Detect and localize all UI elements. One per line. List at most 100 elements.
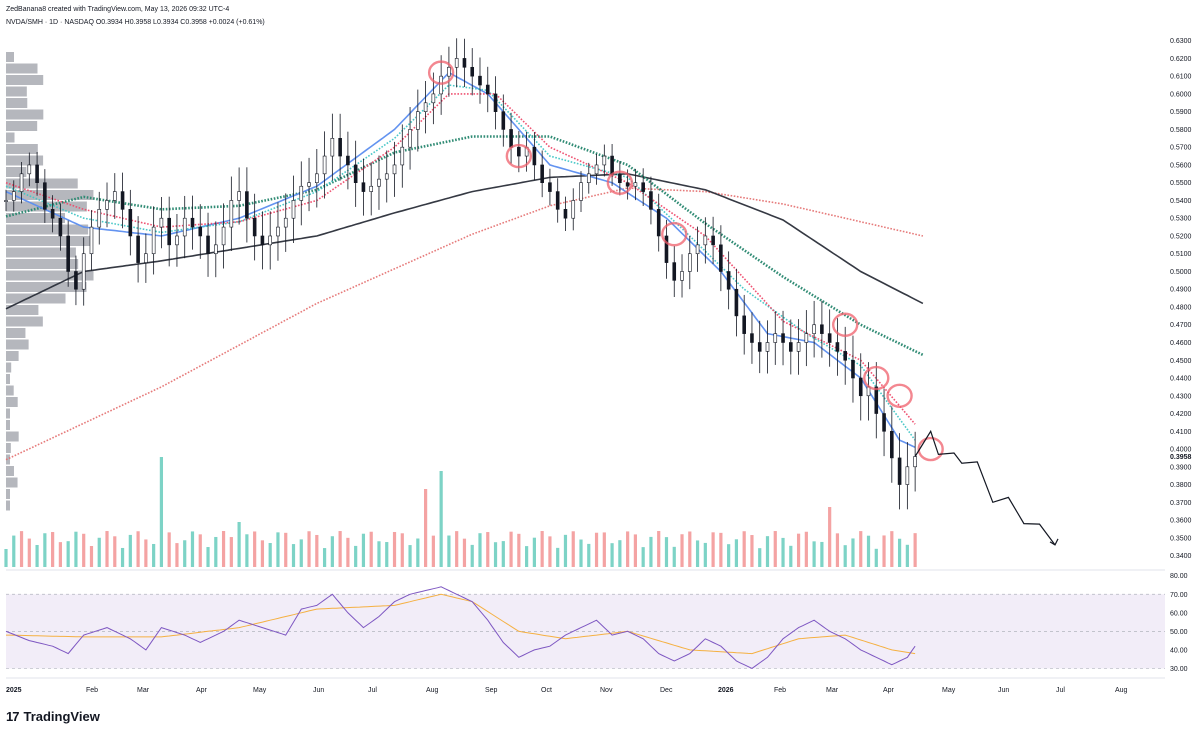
rsi-line — [5, 586, 916, 669]
price-axis-label: 0.5500 — [1170, 180, 1192, 187]
volume-bar — [796, 533, 801, 567]
price-candle — [322, 155, 327, 175]
price-candle — [299, 185, 304, 201]
volume-profile-bar — [6, 52, 14, 62]
volume-bar — [221, 531, 226, 567]
volume-bar — [322, 548, 327, 567]
volume-bar — [416, 538, 420, 567]
current-price-label: 0.3958 — [1170, 454, 1192, 461]
price-candle — [4, 200, 8, 202]
volume-bar — [330, 536, 334, 567]
volume-bar — [66, 541, 70, 567]
volume-bar — [913, 533, 917, 567]
volume-bar — [664, 537, 669, 567]
time-axis-label: Apr — [883, 687, 895, 694]
price-axis-label: 0.6000 — [1170, 91, 1192, 98]
price-candle — [245, 191, 249, 219]
volume-bar — [828, 507, 832, 567]
time-axis-label: Aug — [1115, 687, 1128, 694]
volume-bar — [758, 548, 762, 567]
price-candle — [773, 333, 778, 343]
volume-bar — [517, 533, 521, 567]
highlight-circle — [886, 383, 913, 408]
volume-bar — [377, 541, 381, 567]
volume-bar — [641, 547, 645, 567]
volume-profile-bar — [6, 144, 38, 154]
symbol-info-line[interactable]: NVDA/SMH · 1D · NASDAQ O0.3934 H0.3958 L… — [6, 19, 265, 26]
volume-profile-bar — [6, 362, 12, 373]
price-axis-label: 0.4100 — [1170, 429, 1192, 436]
price-candle — [571, 200, 576, 219]
price-candle — [120, 191, 125, 210]
volume-bar — [548, 536, 552, 567]
price-candle — [789, 342, 793, 352]
price-candle — [58, 217, 63, 237]
tradingview-brand-label: TradingView — [23, 709, 100, 724]
volume-profile-bar — [6, 500, 10, 511]
price-candle — [493, 93, 498, 112]
time-axis-label: Sep — [485, 687, 498, 694]
volume-bar — [284, 532, 288, 567]
volume-bar — [680, 534, 684, 567]
volume-bar — [128, 534, 132, 567]
price-candle — [392, 164, 397, 175]
volume-bar — [354, 545, 358, 567]
volume-bar — [43, 533, 47, 567]
volume-bar — [51, 532, 55, 567]
volume-bar — [361, 533, 366, 567]
rsi-axis-label: 70.00 — [1170, 592, 1188, 599]
volume-bar — [408, 545, 412, 567]
highlight-circle — [832, 312, 859, 337]
volume-bar — [385, 542, 389, 567]
price-candle — [276, 226, 280, 237]
projection-path — [914, 429, 1056, 546]
volume-bar — [392, 531, 397, 567]
volume-bar — [268, 543, 272, 567]
volume-bar — [245, 534, 249, 567]
price-candle — [540, 164, 544, 183]
price-candle — [198, 226, 203, 237]
price-candle — [151, 226, 156, 255]
price-candle — [268, 235, 272, 246]
time-axis-label: 2026 — [718, 687, 734, 694]
volume-bar — [400, 533, 404, 567]
price-axis-label: 0.5900 — [1170, 109, 1192, 116]
price-candle — [734, 288, 739, 317]
rsi-axis-label: 40.00 — [1170, 647, 1188, 654]
volume-bar — [905, 544, 909, 567]
volume-bar — [159, 457, 164, 567]
volume-profile-bar — [6, 270, 94, 281]
price-candle — [112, 191, 117, 201]
price-axis-label: 0.4500 — [1170, 358, 1192, 365]
price-candle — [672, 262, 677, 281]
volume-bar — [602, 532, 606, 567]
price-candle — [423, 102, 428, 112]
highlight-circle — [661, 221, 688, 247]
price-candle — [641, 182, 645, 192]
rsi-axis-label: 30.00 — [1170, 666, 1188, 673]
price-candle — [439, 75, 443, 95]
price-axis-label: 0.5000 — [1170, 269, 1192, 276]
price-axis-label: 0.4800 — [1170, 304, 1192, 311]
volume-bar — [74, 531, 78, 567]
volume-bar — [563, 534, 568, 567]
price-candle — [252, 217, 257, 237]
volume-profile-bar — [6, 86, 27, 97]
time-axis-label: Dec — [660, 687, 673, 694]
price-axis-label: 0.3600 — [1170, 518, 1192, 525]
volume-bar — [299, 539, 303, 567]
time-axis-label: Apr — [196, 687, 208, 694]
price-candle — [400, 146, 405, 166]
volume-profile-bar — [6, 339, 29, 350]
time-axis-label: Mar — [826, 687, 839, 694]
volume-bar — [727, 544, 731, 567]
price-candle — [858, 377, 863, 397]
time-axis-label: Jul — [368, 687, 377, 694]
price-candle — [555, 191, 560, 210]
volume-bar — [89, 546, 94, 567]
volume-bar — [493, 542, 498, 567]
price-candle — [509, 129, 513, 148]
volume-bar — [462, 538, 467, 567]
volume-bar — [594, 532, 599, 567]
